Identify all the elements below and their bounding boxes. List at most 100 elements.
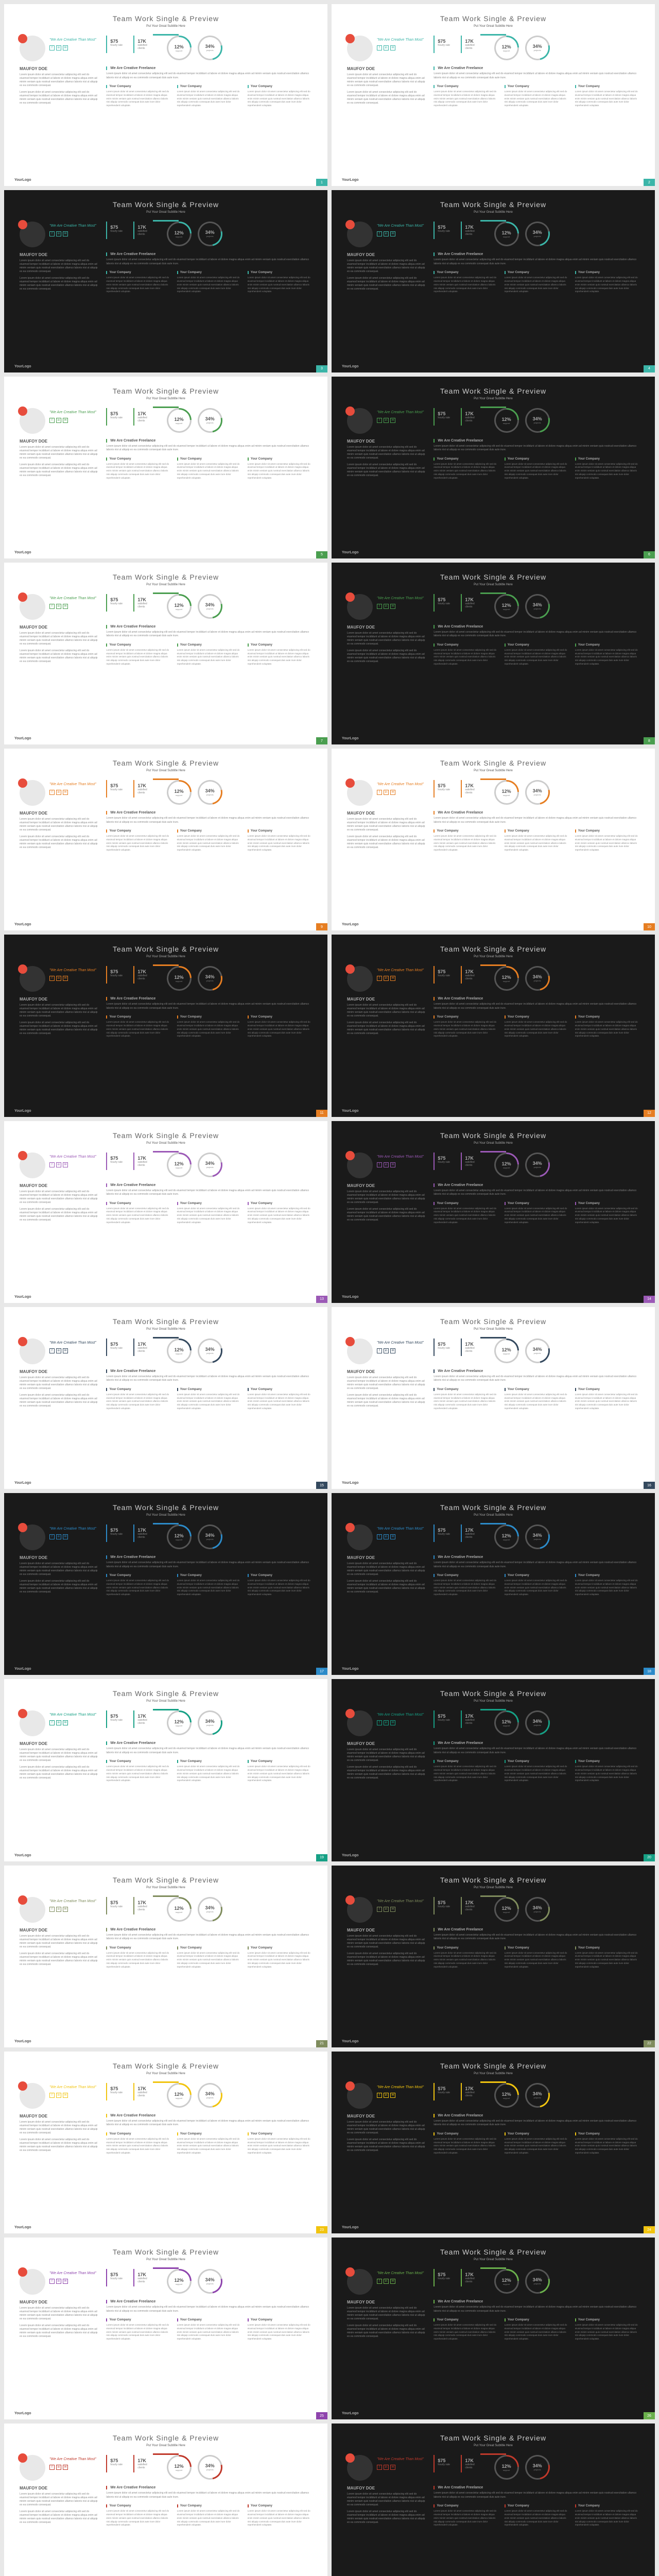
slide: Team Work Single & Preview Put Your Grea… (332, 2238, 655, 2419)
person-name: MAUFOY DOE (20, 252, 98, 257)
stat-box: 17Ksatisfied clients (461, 1338, 484, 1356)
col-title: Your Company (248, 1574, 312, 1577)
slide-number: 9 (316, 923, 327, 930)
social-icons[interactable]: fin✉ (377, 1162, 424, 1167)
social-icons[interactable]: fin✉ (49, 1534, 96, 1539)
col-text: Lorem ipsum dolor sit amet consectetur a… (505, 90, 569, 108)
section-title: We Are Creative Freelance (106, 439, 312, 443)
person-name: MAUFOY DOE (20, 1928, 98, 1933)
col-title: Your Company (106, 85, 170, 88)
col-text: Lorem ipsum dolor sit amet consectetur a… (248, 2324, 312, 2341)
col-title: Your Company (177, 457, 241, 461)
social-icons[interactable]: fin✉ (377, 2279, 424, 2284)
social-icons[interactable]: fin✉ (377, 790, 424, 795)
slide: Team Work Single & Preview Put Your Grea… (332, 935, 655, 1116)
social-icons[interactable]: fin✉ (377, 2465, 424, 2470)
social-icons[interactable]: fin✉ (49, 2279, 96, 2284)
social-icons[interactable]: fin✉ (49, 418, 96, 423)
col-text: Lorem ipsum dolor sit amet consectetur a… (575, 2324, 639, 2341)
social-icons[interactable]: fin✉ (49, 2465, 96, 2470)
social-icons[interactable]: fin✉ (377, 604, 424, 609)
section-title: We Are Creative Freelance (433, 2486, 639, 2489)
bio-text-2: Lorem ipsum dolor sit amet consectetur a… (347, 91, 426, 105)
col-title: Your Company (575, 271, 639, 274)
bio-text-2: Lorem ipsum dolor sit amet consectetur a… (20, 1766, 98, 1780)
stat-box: 17Ksatisfied clients (133, 594, 157, 612)
col-text: Lorem ipsum dolor sit amet consectetur a… (505, 2324, 569, 2341)
bio-text: Lorem ipsum dolor sit amet consectetur a… (20, 632, 98, 646)
social-icons[interactable]: fin✉ (377, 2093, 424, 2098)
footer-logo: YourLogo (342, 2040, 359, 2043)
col-title: Your Company (505, 271, 569, 274)
avatar: .avatar::after{background:#6ab04c} (347, 2269, 373, 2295)
section-title: We Are Creative Freelance (106, 811, 312, 815)
stat-circle: 12%support (162, 1519, 197, 1554)
social-icons[interactable]: fin✉ (377, 1907, 424, 1912)
section-title: We Are Creative Freelance (433, 811, 639, 815)
social-icons[interactable]: fin✉ (49, 1162, 96, 1167)
col-title: Your Company (248, 2318, 312, 2321)
stat-box: 17Ksatisfied clients (461, 1710, 484, 1728)
col-title: Your Company (433, 2318, 498, 2321)
social-icons[interactable]: fin✉ (49, 604, 96, 609)
avatar: .avatar::after{background:#2c8bc9} (20, 1524, 45, 1550)
social-icons[interactable]: fin✉ (377, 418, 424, 423)
col-text: Lorem ipsum dolor sit amet consectetur a… (106, 1952, 170, 1969)
col-text: Lorem ipsum dolor sit amet consectetur a… (177, 2324, 241, 2341)
slide-title: Team Work Single & Preview (347, 387, 639, 395)
avatar: .avatar::after{background:#e67e22} (347, 966, 373, 992)
bio-text-2: Lorem ipsum dolor sit amet consectetur a… (347, 463, 426, 478)
col-title: Your Company (505, 829, 569, 833)
col-title: Your Company (248, 1202, 312, 1205)
col-text: Lorem ipsum dolor sit amet consectetur a… (106, 649, 170, 666)
social-icons[interactable]: fin✉ (377, 1534, 424, 1539)
col-text: Lorem ipsum dolor sit amet consectetur a… (177, 1393, 241, 1411)
stat-circle: 12%support (162, 216, 197, 251)
col-text: Lorem ipsum dolor sit amet consectetur a… (248, 1393, 312, 1411)
social-icons[interactable]: fin✉ (49, 231, 96, 236)
social-icons[interactable]: fin✉ (377, 45, 424, 50)
slide-title: Team Work Single & Preview (20, 945, 312, 953)
person-name: MAUFOY DOE (347, 1741, 426, 1746)
section-title: We Are Creative Freelance (433, 1555, 639, 1559)
stat-box: 17Ksatisfied clients (461, 2269, 484, 2286)
col-text: Lorem ipsum dolor sit amet consectetur a… (177, 2138, 241, 2155)
slide-number: 12 (644, 1110, 655, 1117)
section-text: Lorem ipsum dolor sit amet consectetur a… (433, 1375, 639, 1383)
social-icons[interactable]: fin✉ (49, 1907, 96, 1912)
social-icons[interactable]: fin✉ (377, 231, 424, 236)
social-icons[interactable]: fin✉ (377, 1720, 424, 1725)
footer-logo: YourLogo (14, 1667, 31, 1671)
social-icons[interactable]: fin✉ (49, 790, 96, 795)
stat-box: 17Ksatisfied clients (461, 1153, 484, 1170)
bio-text: Lorem ipsum dolor sit amet consectetur a… (20, 2121, 98, 2135)
slide: Team Work Single & Preview Put Your Grea… (4, 935, 327, 1116)
social-icons[interactable]: fin✉ (49, 976, 96, 981)
stat-box: $75hourly rate (106, 594, 129, 612)
slide-subtitle: Put Your Great Subtitle Here (20, 2444, 312, 2447)
section-text: Lorem ipsum dolor sit amet consectetur a… (106, 1375, 312, 1383)
slide-title: Team Work Single & Preview (347, 14, 639, 23)
social-icons[interactable]: fin✉ (49, 1720, 96, 1725)
social-icons[interactable]: fin✉ (377, 976, 424, 981)
col-title: Your Company (248, 85, 312, 88)
col-title: Your Company (575, 829, 639, 833)
slide-subtitle: Put Your Great Subtitle Here (20, 397, 312, 400)
stat-circle: 12%support (162, 30, 197, 65)
stat-box: 17Ksatisfied clients (461, 1897, 484, 1914)
social-icons[interactable]: fin✉ (49, 45, 96, 50)
col-title: Your Company (575, 1202, 639, 1205)
col-text: Lorem ipsum dolor sit amet consectetur a… (433, 1952, 498, 1969)
stat-circle: 12%support (162, 2264, 197, 2299)
slide-number: 23 (316, 2226, 327, 2233)
social-icons[interactable]: fin✉ (49, 2093, 96, 2098)
col-text: Lorem ipsum dolor sit amet consectetur a… (575, 276, 639, 294)
col-text: Lorem ipsum dolor sit amet consectetur a… (177, 1579, 241, 1597)
social-icons[interactable]: fin✉ (377, 1348, 424, 1353)
footer-logo: YourLogo (14, 1481, 31, 1485)
section-text: Lorem ipsum dolor sit amet consectetur a… (433, 258, 639, 266)
slide-title: Team Work Single & Preview (347, 945, 639, 953)
social-icons[interactable]: fin✉ (49, 1348, 96, 1353)
col-title: Your Company (433, 1946, 498, 1950)
col-title: Your Company (433, 829, 498, 833)
